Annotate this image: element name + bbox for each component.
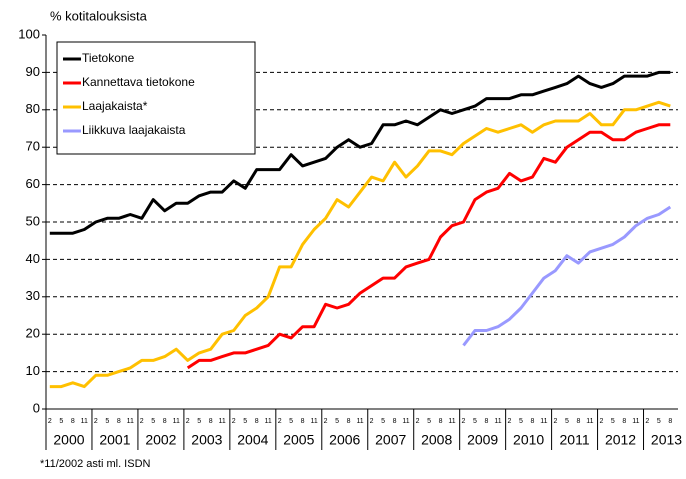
month-label: 5 bbox=[59, 418, 63, 425]
month-label: 5 bbox=[335, 418, 339, 425]
x-tick-label: 2008 bbox=[421, 432, 452, 448]
month-label: 11 bbox=[81, 418, 88, 425]
month-label: 2 bbox=[232, 418, 236, 425]
month-label: 5 bbox=[243, 418, 247, 425]
month-label: 8 bbox=[209, 418, 213, 425]
month-label: 5 bbox=[473, 418, 477, 425]
month-label: 2 bbox=[462, 418, 466, 425]
y-tick-label: 80 bbox=[26, 101, 40, 116]
month-label: 2 bbox=[508, 418, 512, 425]
month-label: 11 bbox=[173, 418, 180, 425]
month-label: 11 bbox=[632, 418, 639, 425]
legend-label: Liikkuva laajakaista bbox=[82, 123, 186, 137]
month-label: 8 bbox=[439, 418, 443, 425]
x-tick-label: 2003 bbox=[191, 432, 222, 448]
month-label: 5 bbox=[289, 418, 293, 425]
y-tick-label: 100 bbox=[18, 26, 40, 41]
month-label: 2 bbox=[94, 418, 98, 425]
month-label: 2 bbox=[599, 418, 603, 425]
y-tick-label: 10 bbox=[26, 363, 40, 378]
month-label: 11 bbox=[586, 418, 593, 425]
month-label: 5 bbox=[565, 418, 569, 425]
legend-label: Tietokone bbox=[82, 51, 135, 65]
month-label: 5 bbox=[657, 418, 661, 425]
series-line bbox=[49, 70, 671, 235]
series-line bbox=[186, 123, 671, 370]
month-label: 2 bbox=[48, 418, 52, 425]
y-tick-label: 30 bbox=[26, 288, 40, 303]
x-tick-label: 2013 bbox=[651, 432, 682, 448]
month-label: 5 bbox=[519, 418, 523, 425]
month-label: 8 bbox=[668, 418, 672, 425]
month-label: 8 bbox=[576, 418, 580, 425]
month-label: 2 bbox=[553, 418, 557, 425]
x-tick-label: 2000 bbox=[53, 432, 84, 448]
month-label: 8 bbox=[485, 418, 489, 425]
month-label: 2 bbox=[278, 418, 282, 425]
month-label: 2 bbox=[370, 418, 374, 425]
month-label: 2 bbox=[324, 418, 328, 425]
x-tick-label: 2010 bbox=[513, 432, 544, 448]
y-tick-label: 50 bbox=[26, 213, 40, 228]
y-tick-label: 70 bbox=[26, 139, 40, 154]
month-label: 8 bbox=[530, 418, 534, 425]
x-tick-label: 2009 bbox=[467, 432, 498, 448]
x-tick-label: 2005 bbox=[283, 432, 314, 448]
y-tick-label: 40 bbox=[26, 251, 40, 266]
month-label: 11 bbox=[402, 418, 409, 425]
footnote: *11/2002 asti ml. ISDN bbox=[40, 458, 151, 470]
month-label: 2 bbox=[140, 418, 144, 425]
series-line bbox=[49, 100, 671, 389]
month-label: 8 bbox=[301, 418, 305, 425]
y-axis-label: % kotitalouksista bbox=[50, 8, 148, 23]
month-label: 5 bbox=[381, 418, 385, 425]
x-tick-label: 2004 bbox=[237, 432, 268, 448]
legend-label: Laajakaista* bbox=[82, 99, 148, 113]
month-label: 8 bbox=[393, 418, 397, 425]
x-tick-label: 2011 bbox=[560, 432, 590, 448]
month-label: 8 bbox=[163, 418, 167, 425]
month-label: 5 bbox=[151, 418, 155, 425]
month-label: 11 bbox=[540, 418, 547, 425]
y-tick-label: 60 bbox=[26, 176, 40, 191]
month-label: 5 bbox=[105, 418, 109, 425]
x-tick-label: 2012 bbox=[605, 432, 636, 448]
month-label: 2 bbox=[416, 418, 420, 425]
month-label: 8 bbox=[255, 418, 259, 425]
legend-label: Kannettava tietokone bbox=[82, 75, 195, 89]
month-label: 5 bbox=[427, 418, 431, 425]
series-line bbox=[462, 205, 672, 347]
month-label: 11 bbox=[219, 418, 226, 425]
month-label: 2 bbox=[645, 418, 649, 425]
x-tick-label: 2006 bbox=[329, 432, 360, 448]
month-label: 8 bbox=[117, 418, 121, 425]
month-label: 11 bbox=[356, 418, 363, 425]
y-tick-label: 0 bbox=[33, 400, 40, 415]
month-label: 11 bbox=[127, 418, 134, 425]
month-label: 8 bbox=[71, 418, 75, 425]
y-tick-label: 90 bbox=[26, 64, 40, 79]
legend-box bbox=[56, 41, 256, 155]
month-label: 11 bbox=[310, 418, 317, 425]
month-label: 5 bbox=[611, 418, 615, 425]
x-tick-label: 2007 bbox=[375, 432, 406, 448]
y-tick-label: 20 bbox=[26, 326, 40, 341]
month-label: 8 bbox=[622, 418, 626, 425]
month-label: 11 bbox=[265, 418, 272, 425]
month-label: 5 bbox=[197, 418, 201, 425]
month-label: 2 bbox=[186, 418, 190, 425]
x-tick-label: 2001 bbox=[99, 432, 130, 448]
month-label: 11 bbox=[494, 418, 501, 425]
month-label: 8 bbox=[347, 418, 351, 425]
x-tick-label: 2002 bbox=[145, 432, 176, 448]
month-label: 11 bbox=[448, 418, 455, 425]
